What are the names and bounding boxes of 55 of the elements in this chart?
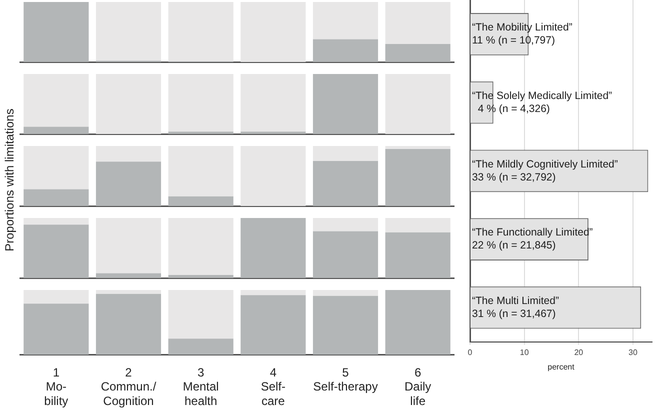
bar (23, 2, 89, 62)
x-tick-label: 0 (468, 348, 473, 357)
bar (385, 149, 450, 206)
bar (168, 2, 234, 62)
bar (96, 273, 161, 278)
bar (23, 146, 89, 190)
bar (96, 294, 161, 355)
bar (312, 218, 378, 232)
bar (240, 290, 306, 296)
bar (96, 146, 161, 162)
bar (312, 39, 378, 62)
x-tick-label: 1 Mo- bility (44, 365, 68, 408)
bar (312, 2, 378, 40)
bar (168, 146, 234, 196)
bar (96, 290, 161, 294)
bar (312, 296, 378, 355)
bar (312, 231, 378, 278)
bar (168, 196, 234, 206)
x-tick-label: 3 Mental health (182, 365, 219, 408)
data-label: “The Mildly Cognitively Limited” 33 % (n = 32,792) (472, 158, 618, 184)
bar (23, 224, 89, 278)
bar (168, 338, 234, 355)
bar (23, 304, 89, 355)
bar (385, 218, 450, 232)
x-tick-label: 4 Self- care (260, 365, 286, 408)
x-tick-label: 6 Daily life (404, 365, 431, 408)
bar (23, 218, 89, 225)
data-label: “The Multi Limited” 31 % (n = 31,467) (472, 295, 560, 320)
y-axis-title: Proportions with limitations (2, 108, 16, 252)
bar (168, 290, 234, 339)
bar (385, 290, 450, 355)
bar (312, 146, 378, 161)
bar (385, 232, 450, 278)
x-tick-label: 20 (574, 348, 584, 357)
bar (312, 161, 378, 206)
bar (385, 44, 450, 62)
bar (168, 275, 234, 278)
x-tick-label: 30 (628, 348, 638, 357)
bar (312, 290, 378, 296)
bar (23, 290, 89, 304)
bar (96, 2, 161, 61)
x-tick-label: 10 (520, 348, 530, 357)
bar (240, 218, 306, 278)
bar (385, 2, 450, 44)
bar (240, 146, 306, 206)
bar (96, 218, 161, 274)
bar (240, 295, 306, 355)
x-axis-title: percent (547, 362, 575, 372)
bar (96, 162, 161, 206)
x-tick-label: 5 Self-therapy (312, 365, 378, 394)
x-tick-label: 2 Commun./ Cognition (100, 365, 157, 408)
bar (385, 146, 450, 149)
bar (240, 2, 306, 62)
bar (23, 189, 89, 206)
bar (168, 218, 234, 275)
